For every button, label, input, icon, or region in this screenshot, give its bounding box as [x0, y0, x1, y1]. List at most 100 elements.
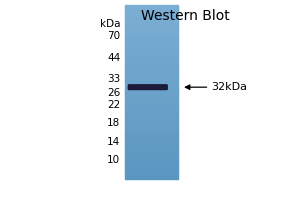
Bar: [125, 54, 178, 56]
Bar: [125, 164, 178, 166]
Bar: [125, 127, 178, 128]
Bar: [125, 31, 178, 33]
Bar: [125, 154, 178, 156]
Bar: [125, 156, 178, 157]
Bar: [125, 20, 178, 21]
Bar: [125, 30, 178, 31]
Bar: [125, 122, 178, 124]
Bar: [125, 163, 178, 164]
Bar: [125, 125, 178, 127]
Text: 18: 18: [107, 118, 120, 128]
Bar: [125, 37, 178, 39]
Bar: [125, 124, 178, 125]
Bar: [125, 69, 178, 70]
Bar: [125, 15, 178, 17]
Bar: [125, 64, 178, 66]
Bar: [125, 99, 178, 101]
Bar: [125, 82, 178, 83]
Bar: [125, 43, 178, 44]
Bar: [125, 161, 178, 163]
Bar: [125, 38, 178, 40]
Bar: [125, 63, 178, 65]
Bar: [125, 70, 178, 72]
Bar: [125, 76, 178, 78]
Bar: [125, 14, 178, 15]
Bar: [125, 75, 178, 76]
Bar: [125, 67, 178, 69]
Bar: [125, 28, 178, 30]
Bar: [125, 44, 178, 46]
Bar: [125, 93, 178, 95]
Bar: [125, 111, 178, 112]
Text: 10: 10: [107, 155, 120, 165]
Bar: [125, 98, 178, 99]
Bar: [125, 47, 178, 49]
Bar: [125, 140, 178, 141]
Bar: [125, 92, 178, 94]
Bar: [125, 24, 178, 26]
Bar: [125, 17, 178, 18]
Text: 44: 44: [107, 53, 120, 63]
Bar: [125, 102, 178, 104]
Bar: [125, 115, 178, 117]
Bar: [125, 50, 178, 52]
Bar: [125, 62, 178, 63]
Text: 26: 26: [107, 88, 120, 98]
Bar: [125, 77, 178, 79]
Bar: [125, 33, 178, 34]
Bar: [125, 169, 178, 170]
Text: 33: 33: [107, 74, 120, 84]
Bar: [125, 131, 178, 133]
Bar: [125, 86, 178, 88]
Bar: [125, 57, 178, 59]
Bar: [125, 119, 178, 121]
Bar: [125, 96, 178, 98]
Text: 14: 14: [107, 137, 120, 147]
Bar: [125, 27, 178, 28]
FancyBboxPatch shape: [128, 85, 167, 90]
Bar: [125, 150, 178, 151]
Bar: [125, 166, 178, 167]
Bar: [125, 95, 178, 96]
Bar: [125, 83, 178, 85]
Bar: [125, 157, 178, 159]
Bar: [125, 8, 178, 10]
Bar: [125, 144, 178, 146]
Bar: [125, 135, 178, 137]
Bar: [125, 147, 178, 149]
Bar: [125, 7, 178, 8]
Bar: [125, 177, 178, 179]
Bar: [125, 109, 178, 111]
Bar: [125, 22, 178, 24]
Bar: [125, 49, 178, 50]
Bar: [125, 134, 178, 136]
Bar: [125, 108, 178, 109]
Bar: [125, 46, 178, 47]
Bar: [125, 25, 178, 27]
Bar: [125, 51, 178, 53]
Bar: [125, 118, 178, 120]
Bar: [125, 56, 178, 57]
Bar: [125, 88, 178, 89]
Bar: [125, 137, 178, 138]
Bar: [125, 132, 178, 134]
Text: kDa: kDa: [100, 19, 120, 29]
Bar: [125, 174, 178, 176]
Bar: [125, 36, 178, 37]
Bar: [125, 170, 178, 172]
Bar: [125, 114, 178, 115]
Bar: [125, 89, 178, 91]
Bar: [125, 171, 178, 173]
Text: 70: 70: [107, 31, 120, 41]
Bar: [125, 12, 178, 14]
Bar: [125, 106, 178, 108]
Bar: [125, 21, 178, 23]
Bar: [125, 5, 178, 7]
Bar: [125, 79, 178, 81]
Bar: [125, 148, 178, 150]
Bar: [125, 59, 178, 60]
Bar: [125, 18, 178, 20]
Bar: [125, 138, 178, 140]
Text: 22: 22: [107, 100, 120, 110]
Bar: [125, 85, 178, 86]
